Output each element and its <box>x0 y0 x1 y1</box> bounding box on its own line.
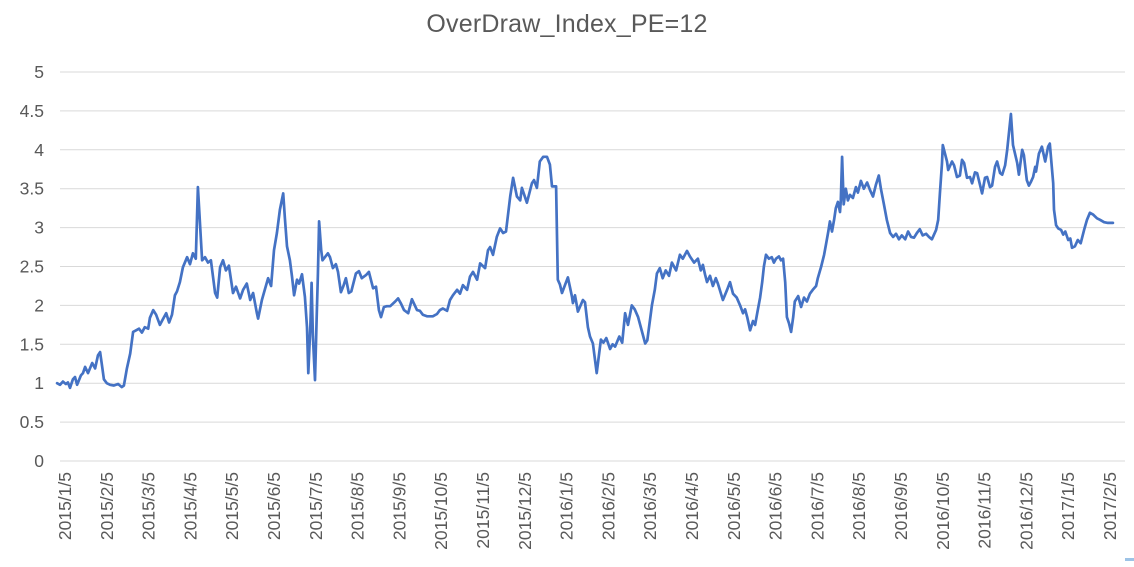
x-axis-tick-label: 2016/7/5 <box>807 472 827 540</box>
x-axis-tick-label: 2016/4/5 <box>682 472 702 540</box>
x-axis-tick-label: 2016/1/5 <box>557 472 577 540</box>
x-axis-tick-label: 2015/8/5 <box>348 472 368 540</box>
x-axis-tick-label: 2016/12/5 <box>1016 472 1036 550</box>
x-axis-tick-label: 2015/5/5 <box>222 472 242 540</box>
y-axis-tick-label: 5 <box>34 62 44 82</box>
y-axis-tick-label: 2.5 <box>20 257 44 277</box>
x-axis-tick-label: 2017/2/5 <box>1100 472 1120 540</box>
y-axis-tick-label: 1.5 <box>20 334 44 354</box>
x-axis-tick-label: 2016/9/5 <box>891 472 911 540</box>
x-axis-tick-label: 2015/10/5 <box>431 472 451 550</box>
x-axis-tick-label: 2015/1/5 <box>55 472 75 540</box>
x-axis-tick-label: 2015/3/5 <box>139 472 159 540</box>
x-axis-tick-label: 2016/6/5 <box>766 472 786 540</box>
x-axis-tick-label: 2015/12/5 <box>515 472 535 550</box>
y-axis-tick-label: 0 <box>34 451 44 471</box>
chart-title: OverDraw_Index_PE=12 <box>426 10 708 38</box>
x-axis-tick-label: 2016/2/5 <box>598 472 618 540</box>
x-axis-tick-label: 2016/11/5 <box>975 472 995 549</box>
y-axis-tick-label: 4.5 <box>20 101 44 121</box>
x-axis-tick-label: 2017/1/5 <box>1058 472 1078 540</box>
data-series-line <box>55 112 1115 390</box>
y-axis-tick-label: 1 <box>34 373 44 393</box>
y-axis-tick-label: 0.5 <box>20 412 44 432</box>
y-axis-tick-label: 3 <box>34 218 44 238</box>
x-axis-tick-label: 2015/6/5 <box>264 472 284 540</box>
x-axis-tick-label: 2016/3/5 <box>640 472 660 540</box>
x-axis-tick-label: 2015/7/5 <box>306 472 326 540</box>
x-axis-tick-label: 2015/11/5 <box>473 472 493 549</box>
screen-edge-artifact <box>1125 558 1134 561</box>
y-axis-tick-label: 2 <box>34 295 44 315</box>
x-axis-tick-label: 2015/2/5 <box>97 472 117 540</box>
x-axis-tick-label: 2016/8/5 <box>849 472 869 540</box>
x-axis-tick-label: 2015/9/5 <box>389 472 409 540</box>
x-axis-tick-label: 2015/4/5 <box>180 472 200 540</box>
x-axis-tick-label: 2016/10/5 <box>933 472 953 550</box>
y-axis-tick-label: 3.5 <box>20 179 44 199</box>
x-axis-tick-label: 2016/5/5 <box>724 472 744 540</box>
y-axis-tick-label: 4 <box>34 140 44 160</box>
